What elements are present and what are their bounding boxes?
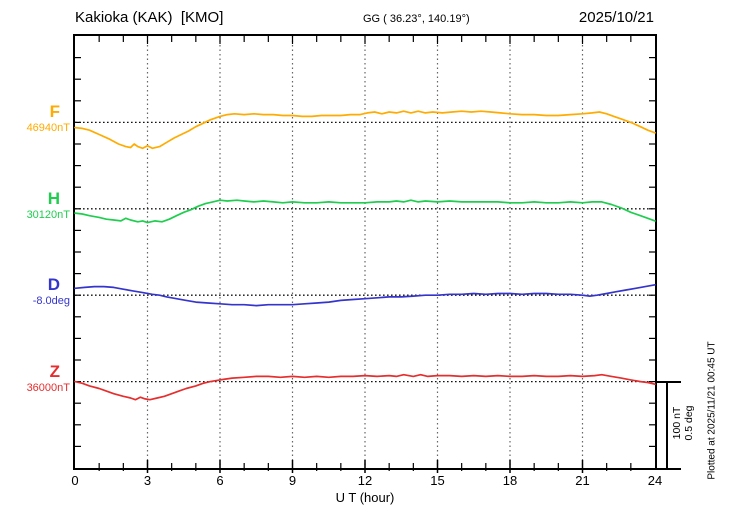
channel-baseline-h: 30120nT	[26, 209, 70, 221]
x-tick-label: 0	[71, 473, 79, 488]
trace-D	[74, 283, 656, 307]
scale-bar-top-cap	[656, 381, 681, 383]
channel-label-d: D -8.0deg	[0, 275, 70, 309]
x-tick-label: 12	[357, 473, 373, 488]
channel-baseline-z: 36000nT	[26, 382, 70, 394]
channel-label-f: F 46940nT	[0, 102, 70, 136]
channel-baseline-f: 46940nT	[26, 122, 70, 134]
plot-date: 2025/10/21	[578, 9, 654, 26]
plotted-at-label: Plotted at 2025/11/21 00:45 UT	[706, 341, 718, 480]
scale-bar-label-deg: 0.5 deg	[683, 405, 695, 441]
x-tick-label: 18	[502, 473, 518, 488]
page-title: Kakioka (KAK) [KMO]	[75, 9, 224, 26]
channel-label-z: Z 36000nT	[0, 362, 70, 396]
trace-H	[74, 199, 656, 224]
x-tick-label: 9	[288, 473, 297, 488]
channel-label-h: H 30120nT	[0, 189, 70, 223]
scale-bar-bottom-cap	[656, 468, 681, 470]
x-tick-label: 24	[647, 473, 663, 488]
x-tick-label: 3	[143, 473, 152, 488]
scale-bar-label-nt: 100 nT	[671, 406, 683, 440]
channel-baseline-d: -8.0deg	[32, 295, 70, 307]
channel-letter-z: Z	[49, 362, 60, 381]
x-tick-label: 15	[430, 473, 445, 488]
channel-letter-d: D	[47, 275, 60, 294]
trace-F	[74, 110, 656, 150]
x-tick-label: 6	[216, 473, 224, 488]
channel-letter-f: F	[49, 102, 60, 121]
x-axis-title: U T (hour)	[335, 490, 395, 505]
scale-bar-label: 100 nT 0.5 deg	[671, 399, 697, 447]
x-tick-label: 21	[575, 473, 590, 488]
channel-letter-h: H	[47, 189, 60, 208]
plot-area	[73, 34, 657, 473]
trace-Z	[74, 373, 656, 401]
magnetogram-canvas	[74, 36, 656, 473]
observatory-coordinates: GG ( 36.23°, 140.19°)	[363, 13, 470, 25]
scale-bar-line	[666, 381, 668, 470]
